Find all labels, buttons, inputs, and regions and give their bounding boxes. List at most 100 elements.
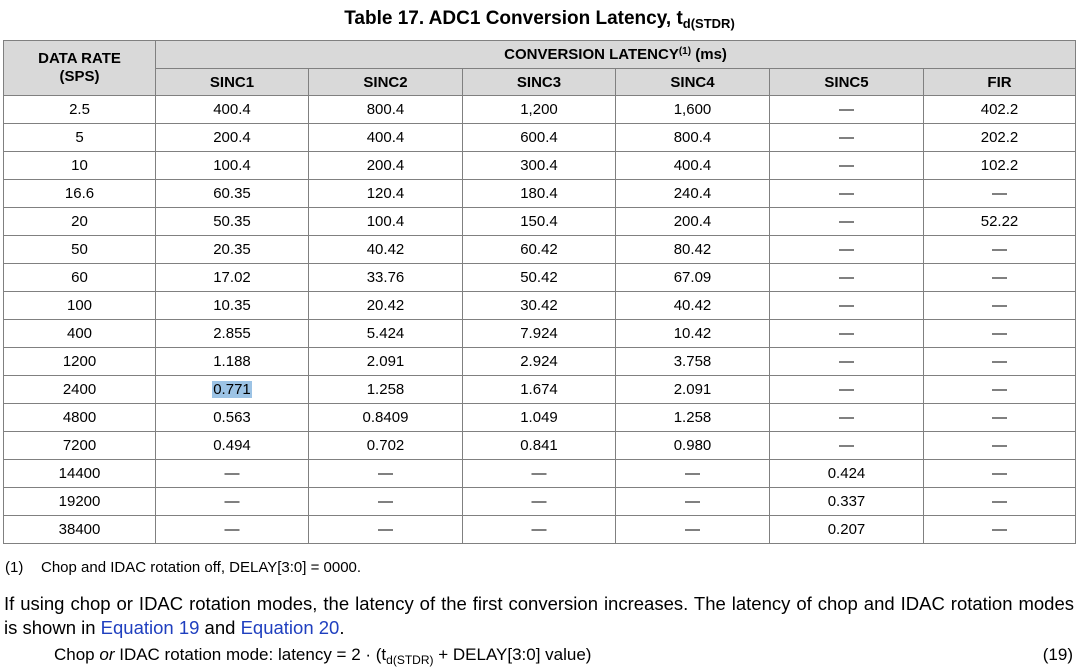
latency-cell: 240.4 <box>615 179 770 208</box>
latency-cell: — <box>462 515 616 544</box>
latency-cell: 100.4 <box>155 151 309 180</box>
latency-cell: 1.258 <box>615 403 770 432</box>
latency-cell: — <box>922 375 1077 404</box>
latency-cell: — <box>922 319 1077 348</box>
latency-cell: 400.4 <box>155 95 309 124</box>
latency-cell: — <box>308 487 463 516</box>
latency-cell: 1.188 <box>155 347 309 376</box>
latency-cell: — <box>922 235 1077 264</box>
column-header-sinc4: SINC4 <box>615 68 770 96</box>
latency-cell: 20.42 <box>308 291 463 320</box>
latency-cell: 60.35 <box>155 179 309 208</box>
latency-cell: 150.4 <box>462 207 616 236</box>
table-row: 100 10.35 20.42 30.42 40.42— — <box>3 291 1077 320</box>
table-row: 4800 0.563 0.8409 1.049 1.258— — <box>3 403 1077 432</box>
latency-cell: 180.4 <box>462 179 616 208</box>
data-rate-cell: 7200 <box>3 431 156 460</box>
latency-cell: 0.702 <box>308 431 463 460</box>
data-rate-cell: 100 <box>3 291 156 320</box>
latency-cell: 10.35 <box>155 291 309 320</box>
data-rate-cell: 20 <box>3 207 156 236</box>
table-row: 38400— — — —0.207— <box>3 515 1077 544</box>
latency-cell: 60.42 <box>462 235 616 264</box>
latency-cell: 10.42 <box>615 319 770 348</box>
data-rate-cell: 14400 <box>3 459 156 488</box>
latency-cell: — <box>922 431 1077 460</box>
latency-cell: 2.924 <box>462 347 616 376</box>
latency-cell: 0.207 <box>769 515 924 544</box>
latency-cell: 200.4 <box>615 207 770 236</box>
selected-text[interactable]: 0.771 <box>212 381 252 398</box>
table-row: 2400 0.771 1.258 1.674 2.091— — <box>3 375 1077 404</box>
latency-cell: 2.091 <box>615 375 770 404</box>
table-row: 60 17.02 33.76 50.42 67.09— — <box>3 263 1077 292</box>
latency-cell: — <box>615 487 770 516</box>
latency-cell: 1,600 <box>615 95 770 124</box>
footnote: (1) Chop and IDAC rotation off, DELAY[3:0… <box>5 559 362 576</box>
latency-cell: — <box>922 291 1077 320</box>
data-rate-cell: 2.5 <box>3 95 156 124</box>
latency-cell: 102.2 <box>922 151 1077 180</box>
table-row: 1200 1.188 2.091 2.924 3.758— — <box>3 347 1077 376</box>
column-header-sinc2: SINC2 <box>308 68 463 96</box>
latency-cell: 0.424 <box>769 459 924 488</box>
latency-cell: — <box>615 459 770 488</box>
data-rate-cell: 50 <box>3 235 156 264</box>
latency-cell: — <box>155 487 309 516</box>
footnote-ref[interactable]: (1) <box>678 46 692 57</box>
latency-cell: — <box>769 431 924 460</box>
latency-table: DATA RATE (SPS) CONVERSION LATENCY(1) (ms… <box>3 40 1077 544</box>
latency-cell: 80.42 <box>615 235 770 264</box>
table-row: 20 50.35 100.4 150.4 200.4—52.22 <box>3 207 1077 236</box>
conversion-latency-header: CONVERSION LATENCY(1) (ms) <box>154 40 1077 69</box>
latency-cell: — <box>615 515 770 544</box>
latency-cell: 0.337 <box>769 487 924 516</box>
data-rate-cell: 2400 <box>3 375 156 404</box>
latency-cell: — <box>769 235 924 264</box>
latency-cell: 800.4 <box>615 123 770 152</box>
latency-cell: 0.841 <box>462 431 616 460</box>
equation-19-link[interactable]: Equation 19 <box>100 617 200 638</box>
latency-cell: — <box>769 319 924 348</box>
latency-cell: 400.4 <box>308 123 463 152</box>
latency-cell: 1.674 <box>462 375 616 404</box>
latency-cell: 67.09 <box>615 263 770 292</box>
latency-cell: 17.02 <box>155 263 309 292</box>
latency-cell: — <box>922 263 1077 292</box>
latency-cell: — <box>155 515 309 544</box>
latency-cell: — <box>922 459 1077 488</box>
latency-cell: 0.563 <box>155 403 309 432</box>
latency-cell: — <box>462 487 616 516</box>
latency-cell: 202.2 <box>922 123 1077 152</box>
latency-cell: 120.4 <box>308 179 463 208</box>
latency-cell: — <box>922 515 1077 544</box>
latency-cell: — <box>922 347 1077 376</box>
column-header-sinc1: SINC1 <box>155 68 309 96</box>
latency-cell: — <box>769 123 924 152</box>
latency-cell: 200.4 <box>308 151 463 180</box>
equation-number: (19) <box>1042 645 1073 664</box>
table-row: 19200— — — —0.337— <box>3 487 1077 516</box>
equation-20-link[interactable]: Equation 20 <box>240 617 340 638</box>
latency-cell: — <box>308 515 463 544</box>
data-rate-cell: 16.6 <box>3 179 156 208</box>
table-row: 16.6 60.35 120.4 180.4 240.4— — <box>3 179 1077 208</box>
latency-cell: — <box>155 459 309 488</box>
latency-cell: — <box>769 179 924 208</box>
latency-cell: — <box>462 459 616 488</box>
body-paragraph: If using chop or IDAC rotation modes, th… <box>4 593 1074 638</box>
latency-cell: 1.049 <box>462 403 616 432</box>
latency-cell: 30.42 <box>462 291 616 320</box>
latency-cell: 1,200 <box>462 95 616 124</box>
latency-cell: — <box>769 291 924 320</box>
latency-cell: 400.4 <box>615 151 770 180</box>
latency-cell: 600.4 <box>462 123 616 152</box>
latency-cell: — <box>922 487 1077 516</box>
latency-cell: 50.42 <box>462 263 616 292</box>
data-rate-header: DATA RATE (SPS) <box>3 40 156 96</box>
latency-cell: — <box>769 207 924 236</box>
latency-cell: 20.35 <box>155 235 309 264</box>
latency-cell: 33.76 <box>308 263 463 292</box>
table-row: 7200 0.494 0.702 0.841 0.980— — <box>3 431 1077 460</box>
latency-cell: 3.758 <box>615 347 770 376</box>
